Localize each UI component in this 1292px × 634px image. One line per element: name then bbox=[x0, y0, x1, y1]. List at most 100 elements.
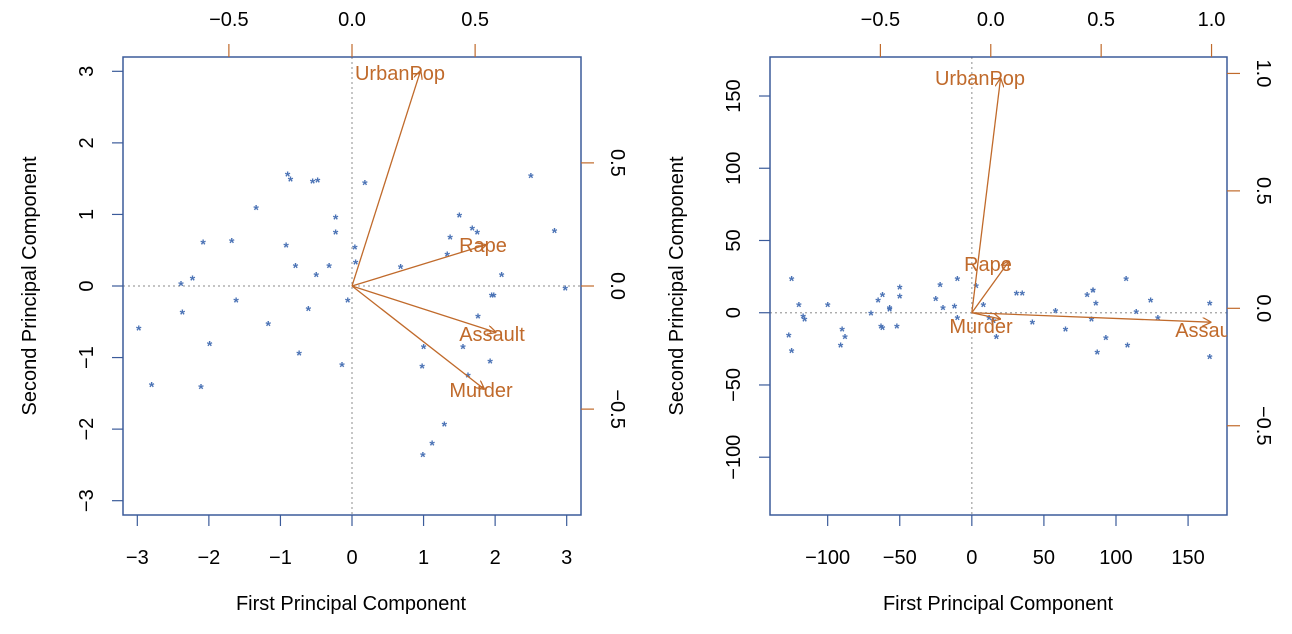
y-tick-label: −2 bbox=[76, 418, 98, 441]
right-tick-label: 0.5 bbox=[1252, 177, 1274, 205]
data-point: * bbox=[345, 294, 351, 310]
data-point: * bbox=[310, 175, 316, 191]
plot-frame bbox=[769, 56, 1228, 516]
y-tick-label: −100 bbox=[723, 435, 745, 480]
data-point: * bbox=[283, 239, 289, 255]
y-tick-label: 1 bbox=[76, 209, 98, 220]
data-point: * bbox=[955, 272, 961, 288]
data-point: * bbox=[1030, 316, 1036, 332]
data-point: * bbox=[266, 318, 272, 334]
data-point: * bbox=[499, 268, 505, 284]
y-tick-label: −1 bbox=[76, 346, 98, 369]
loading-label-urbanpop: UrbanPop bbox=[935, 68, 1025, 90]
data-point: * bbox=[933, 293, 939, 309]
data-point: * bbox=[333, 226, 339, 242]
data-point: * bbox=[198, 381, 204, 397]
data-point: * bbox=[802, 313, 808, 329]
data-point: * bbox=[419, 360, 425, 376]
biplot-panel-right: −100 −50 0 50 100 150 −100 −50 0 50 100 150 −0.5 0.0 0… bbox=[666, 9, 1274, 615]
data-point: * bbox=[487, 355, 493, 371]
right-tick-label: −0.5 bbox=[1252, 406, 1274, 445]
loading-label-murder: Murder bbox=[449, 380, 513, 402]
y-tick-label: 2 bbox=[76, 137, 98, 148]
data-point: * bbox=[1084, 288, 1090, 304]
data-point: * bbox=[253, 202, 259, 218]
data-point: * bbox=[786, 329, 792, 345]
data-point: * bbox=[352, 241, 358, 257]
x-tick-label: 0 bbox=[966, 547, 977, 569]
loading-label-rape: Rape bbox=[964, 254, 1012, 276]
y-tick-label: 0 bbox=[723, 307, 745, 318]
loading-label-assault: Assault bbox=[1175, 320, 1241, 342]
data-point: * bbox=[233, 294, 239, 310]
data-point: * bbox=[880, 288, 886, 304]
data-point: * bbox=[296, 347, 302, 363]
data-point: * bbox=[421, 341, 427, 357]
data-point: * bbox=[986, 312, 992, 328]
data-point: * bbox=[362, 177, 368, 193]
data-point: * bbox=[200, 236, 206, 252]
data-point: * bbox=[429, 437, 435, 453]
data-point: * bbox=[475, 226, 481, 242]
loading-arrow-assault bbox=[351, 285, 496, 332]
data-point: * bbox=[489, 289, 495, 305]
loading-arrow-murder bbox=[971, 312, 1000, 319]
data-point: * bbox=[789, 345, 795, 361]
top-tick-label: 0.5 bbox=[1087, 9, 1115, 31]
x-tick-label: −100 bbox=[805, 547, 850, 569]
data-point: * bbox=[1095, 346, 1101, 362]
data-point: * bbox=[442, 418, 448, 434]
data-point: * bbox=[315, 174, 321, 190]
data-point: * bbox=[875, 294, 881, 310]
loading-arrow-rape bbox=[351, 245, 486, 287]
data-point: * bbox=[1207, 351, 1213, 367]
y-axis-label: Second Principal Component bbox=[666, 156, 688, 415]
x-tick-label: 150 bbox=[1171, 547, 1204, 569]
data-point: * bbox=[207, 338, 213, 354]
loading-arrow-rape bbox=[971, 261, 1009, 314]
data-point: * bbox=[887, 303, 893, 319]
data-point: * bbox=[136, 322, 142, 338]
data-point: * bbox=[800, 310, 806, 326]
data-point: * bbox=[1090, 284, 1096, 300]
data-point: * bbox=[952, 300, 958, 316]
data-point: * bbox=[1014, 287, 1020, 303]
data-point: * bbox=[1053, 304, 1059, 320]
top-tick-label: −0.5 bbox=[861, 9, 900, 31]
loading-arrow-assault bbox=[971, 312, 1211, 322]
data-point: * bbox=[293, 260, 299, 276]
loading-label-assault: Assault bbox=[459, 324, 525, 346]
data-point: * bbox=[1103, 332, 1109, 348]
data-point: * bbox=[887, 301, 893, 317]
data-point: * bbox=[457, 209, 463, 225]
data-point: * bbox=[897, 281, 903, 297]
data-point: * bbox=[475, 310, 481, 326]
data-point: * bbox=[973, 280, 979, 296]
data-point: * bbox=[528, 170, 534, 186]
y-axis-label: Second Principal Component bbox=[19, 156, 41, 415]
loading-arrow-urbanpop bbox=[971, 79, 1001, 313]
data-point: * bbox=[897, 290, 903, 306]
loading-arrow-murder bbox=[351, 285, 484, 389]
x-tick-label: −3 bbox=[126, 547, 149, 569]
top-tick-label: 0.0 bbox=[977, 9, 1005, 31]
data-point: * bbox=[1148, 294, 1154, 310]
x-tick-label: −1 bbox=[269, 547, 292, 569]
data-point: * bbox=[563, 282, 569, 298]
data-point: * bbox=[825, 299, 831, 315]
data-point: * bbox=[285, 168, 291, 184]
y-tick-label: −50 bbox=[723, 368, 745, 402]
data-point: * bbox=[991, 314, 997, 330]
y-tick-label: −3 bbox=[76, 489, 98, 512]
right-tick-label: 0.5 bbox=[606, 149, 628, 177]
x-tick-label: 50 bbox=[1033, 547, 1055, 569]
data-point: * bbox=[994, 330, 1000, 346]
data-point: * bbox=[955, 312, 961, 328]
data-point: * bbox=[796, 299, 802, 315]
data-point: * bbox=[937, 278, 943, 294]
x-tick-label: −50 bbox=[883, 547, 917, 569]
data-point: * bbox=[1125, 339, 1131, 355]
x-tick-label: −2 bbox=[197, 547, 220, 569]
biplot-panel-left: −3 −2 −1 0 1 2 3 −3 −2 −1 0 1 2 3 −0.5 0.0 0.5 −0.5 0.0 0.5… bbox=[19, 9, 628, 615]
